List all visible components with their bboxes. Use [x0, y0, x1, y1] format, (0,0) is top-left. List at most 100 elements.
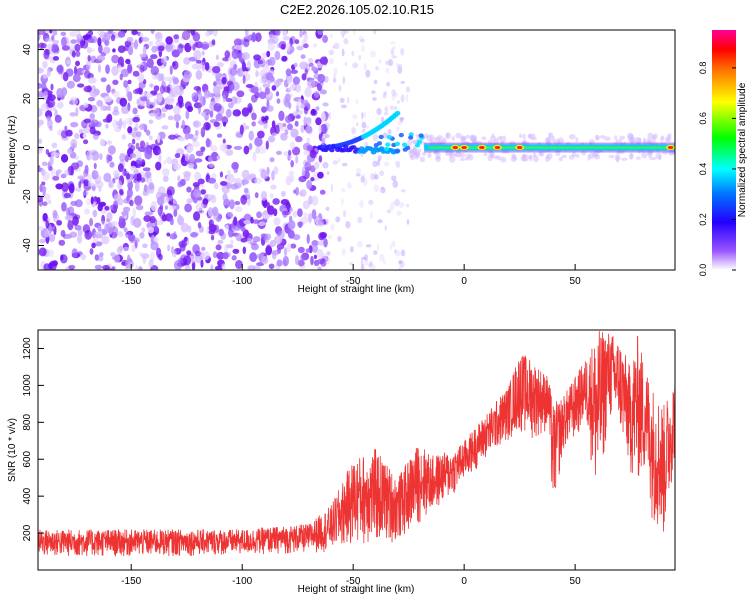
heatmap-cell: [91, 169, 99, 180]
heatmap-cell: [169, 65, 173, 75]
heatmap-cell: [94, 264, 103, 270]
heatmap-cell: [97, 64, 102, 73]
heatmap-cell: [83, 179, 90, 187]
heatmap-cell: [162, 112, 166, 118]
heatmap-cell: [278, 110, 285, 122]
heatmap-cell: [372, 30, 377, 35]
heatmap-cell: [153, 236, 159, 243]
heatmap-cell: [376, 159, 381, 167]
spectrogram-y-ticks: -40 -20 0 20 40: [22, 44, 44, 253]
heatmap-cell: [400, 94, 405, 103]
heatmap-cell: [143, 184, 148, 193]
heatmap-cell: [194, 250, 201, 257]
heatmap-cell: [435, 156, 441, 163]
heatmap-cell: [269, 193, 274, 199]
heatmap-cell: [356, 240, 363, 248]
heatmap-cell: [265, 140, 269, 150]
colorbar-tick-label: 0.6: [698, 112, 708, 125]
heatmap-cell: [132, 207, 136, 218]
heatmap-cell: [42, 73, 48, 79]
heatmap-cell: [326, 130, 329, 134]
heatmap-cell: [380, 116, 385, 123]
heatmap-cell: [175, 121, 180, 129]
y-tick-label: 40: [22, 44, 33, 56]
heatmap-cell: [90, 119, 99, 128]
heatmap-cell: [544, 137, 550, 144]
heatmap-cell: [60, 254, 64, 261]
heatmap-cell: [347, 96, 350, 104]
heatmap-cell: [233, 64, 238, 70]
heatmap-cell: [74, 224, 82, 231]
snr-series-line: [38, 331, 675, 557]
heatmap-cell: [240, 179, 250, 185]
heatmap-cell: [349, 262, 354, 266]
heatmap-cell: [200, 111, 207, 117]
heatmap-cell: [427, 151, 432, 159]
heatmap-cell: [164, 103, 174, 110]
heatmap-cell: [227, 212, 233, 217]
heatmap-cell: [595, 135, 600, 141]
heatmap-cell: [134, 39, 139, 50]
heatmap-cell: [433, 150, 439, 155]
y-tick-label: 800: [22, 414, 33, 431]
heatmap-cell: [57, 64, 64, 75]
heatmap-cell: [442, 137, 447, 142]
heatmap-cell: [500, 139, 504, 147]
heatmap-cell: [168, 204, 177, 211]
heatmap-cell: [216, 251, 225, 260]
heatmap-cell: [246, 238, 253, 244]
heatmap-cell: [50, 152, 60, 158]
heatmap-cell: [41, 103, 50, 112]
heatmap-cell: [237, 39, 245, 46]
heatmap-cell: [178, 240, 187, 248]
heatmap-cell: [647, 132, 654, 140]
heatmap-cell: [38, 226, 45, 231]
heatmap-cell: [311, 66, 317, 72]
heatmap-cell: [242, 74, 246, 85]
heatmap-cell: [297, 208, 303, 218]
heatmap-cell: [64, 125, 68, 131]
heatmap-cell: [221, 76, 227, 85]
heatmap-cell: [98, 255, 104, 262]
heatmap-cell: [169, 233, 178, 240]
heatmap-cell: [89, 154, 94, 160]
heatmap-cell: [76, 67, 85, 76]
snr-panel: -150 -100 -50 0 50 200 400 600 800 1000 1200 Heig…: [7, 329, 676, 595]
heatmap-cell: [165, 95, 174, 106]
heatmap-cell: [568, 133, 576, 140]
heatmap-cell: [41, 181, 46, 186]
heatmap-cell: [135, 204, 144, 211]
heatmap-cell: [200, 41, 210, 51]
heatmap-cell: [571, 151, 576, 158]
heatmap-cell: [77, 229, 83, 237]
heatmap-cell: [131, 138, 136, 145]
heatmap-cell: [186, 198, 194, 204]
heatmap-cell: [119, 97, 128, 107]
heatmap-cell: [394, 141, 401, 147]
heatmap-cell: [218, 228, 224, 237]
heatmap-cell: [230, 183, 239, 190]
heatmap-cell: [325, 122, 330, 130]
heatmap-cell: [406, 139, 412, 147]
heatmap-cell: [379, 170, 385, 176]
heatmap-cell: [416, 139, 423, 145]
heatmap-cell: [139, 32, 144, 38]
heatmap-cell: [608, 154, 615, 159]
heatmap-cell: [82, 224, 91, 234]
heatmap-cell: [91, 242, 96, 249]
heatmap-cell: [377, 243, 380, 251]
heatmap-cell: [123, 45, 130, 52]
heatmap-cell: [332, 77, 337, 83]
heatmap-cell: [461, 145, 467, 150]
heatmap-cell: [100, 104, 106, 111]
heatmap-cell: [251, 112, 257, 121]
heatmap-cell: [603, 136, 611, 141]
x-tick-label: 0: [461, 576, 467, 587]
heatmap-cell: [150, 200, 157, 212]
heatmap-cell: [75, 60, 81, 67]
heatmap-cell: [109, 161, 115, 168]
heatmap-cell: [301, 99, 309, 105]
heatmap-cell: [481, 136, 487, 141]
heatmap-cell: [545, 154, 550, 159]
heatmap-cell: [377, 219, 383, 224]
